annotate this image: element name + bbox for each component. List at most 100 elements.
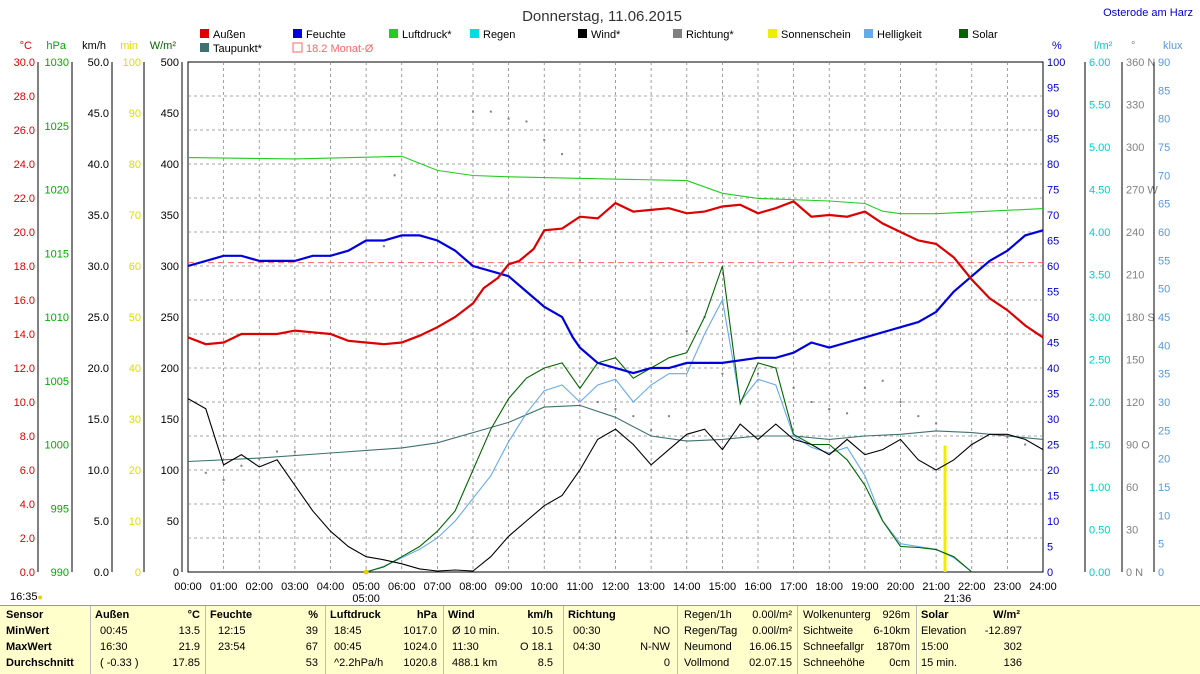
table-divider xyxy=(797,606,798,674)
legend-label: Außen xyxy=(213,29,245,41)
info-value: 0.00l/m² xyxy=(752,625,792,637)
rain-tick-label: 5.00 xyxy=(1089,142,1110,154)
direction-tick-label: 150 xyxy=(1126,355,1144,367)
sun-icon: ● xyxy=(37,592,43,602)
info-value: 6-10km xyxy=(873,625,910,637)
column-unit: °C xyxy=(187,609,200,621)
legend-swatch xyxy=(200,29,209,38)
column-unit: % xyxy=(308,609,318,621)
humidity-tick-label: 80 xyxy=(1047,159,1059,171)
direction-point xyxy=(650,429,653,432)
temp-tick-label: 8.0 xyxy=(20,431,35,443)
humidity-tick-label: 70 xyxy=(1047,210,1059,222)
info-label: Schneefallgr xyxy=(803,641,865,653)
time-tick-label: 14:00 xyxy=(673,581,701,593)
rain-tick-label: 3.00 xyxy=(1089,312,1110,324)
series-line-taupunkt xyxy=(187,404,1044,463)
pressure-tick-label: 1030 xyxy=(45,57,69,69)
temp-tick-label: 20.0 xyxy=(14,227,35,239)
legend-item: Regen xyxy=(470,29,515,41)
rain-tick-label: 1.50 xyxy=(1089,440,1110,452)
sun-tick-label: 100 xyxy=(123,57,141,69)
lux-tick-label: 40 xyxy=(1158,340,1170,352)
sun-tick-label: 10 xyxy=(129,516,141,528)
direction-point xyxy=(614,408,617,411)
solar-tick-label: 100 xyxy=(161,465,179,477)
stat-value: 0 xyxy=(663,657,670,669)
time-tick-label: 20:00 xyxy=(887,581,915,593)
info-value: 16.06.15 xyxy=(749,641,792,653)
stat-value: 1024.0 xyxy=(403,641,437,653)
info-label: Schneehöhe xyxy=(803,657,865,669)
humidity-axis-unit: % xyxy=(1052,40,1062,52)
sun-tick-label: 60 xyxy=(129,261,141,273)
series-line-feuchte xyxy=(187,229,1044,375)
sunrise-marker xyxy=(363,569,369,575)
legend-swatch xyxy=(470,29,479,38)
info-value: 1870m xyxy=(876,641,910,653)
lux-tick-label: 45 xyxy=(1158,312,1170,324)
legend-item: Luftdruck* xyxy=(389,29,452,41)
temp-tick-label: 2.0 xyxy=(20,533,35,545)
direction-tick-label: 180 S xyxy=(1126,312,1155,324)
solar-tick-label: 150 xyxy=(161,414,179,426)
solar-header: Solar xyxy=(921,609,949,621)
left-axes: °C 30.0 28.0 26.0 24.0 22.0 20.0 18.0 16.0 14.0 12… xyxy=(14,40,183,579)
series-line-solar xyxy=(365,265,973,573)
legend-item: Richtung* xyxy=(673,29,734,41)
humidity-tick-label: 15 xyxy=(1047,491,1059,503)
temp-axis-unit: °C xyxy=(20,40,32,52)
direction-point xyxy=(204,471,207,474)
legend-label: Luftdruck* xyxy=(402,29,452,41)
stat-value: 17.85 xyxy=(172,657,200,669)
stat-value: 1017.0 xyxy=(403,625,437,637)
direction-point xyxy=(899,401,902,403)
humidity-tick-label: 65 xyxy=(1047,236,1059,248)
direction-point xyxy=(846,412,849,415)
legend-label: Solar xyxy=(972,29,998,41)
temp-tick-label: 16.0 xyxy=(14,295,35,307)
lux-tick-label: 85 xyxy=(1158,85,1170,97)
temp-tick-label: 12.0 xyxy=(14,363,35,375)
humidity-tick-label: 20 xyxy=(1047,465,1059,477)
lux-tick-label: 30 xyxy=(1158,397,1170,409)
wind-tick-label: 35.0 xyxy=(88,210,109,222)
time-tick-label: 24:00 xyxy=(1029,581,1057,593)
legend-swatch xyxy=(293,29,302,38)
temp-tick-label: 4.0 xyxy=(20,499,35,511)
legend-item: Sonnenschein xyxy=(768,29,851,41)
column-header: Außen xyxy=(95,609,130,621)
lux-tick-label: 90 xyxy=(1158,57,1170,69)
lux-tick-label: 50 xyxy=(1158,284,1170,296)
pressure-tick-label: 1010 xyxy=(45,312,69,324)
legend-item: Helligkeit xyxy=(864,29,922,41)
lux-tick-label: 75 xyxy=(1158,142,1170,154)
rain-tick-label: 2.50 xyxy=(1089,355,1110,367)
humidity-tick-label: 30 xyxy=(1047,414,1059,426)
stat-time: Ø 10 min. xyxy=(452,625,500,637)
humidity-tick-label: 35 xyxy=(1047,389,1059,401)
direction-point xyxy=(293,450,296,453)
time-tick-label: 16:00 xyxy=(744,581,772,593)
direction-point xyxy=(757,372,759,375)
direction-point xyxy=(721,372,724,375)
solar-tick-label: 200 xyxy=(161,363,179,375)
info-label: Neumond xyxy=(684,641,732,653)
time-tick-label: 03:00 xyxy=(281,581,309,593)
humidity-tick-label: 85 xyxy=(1047,134,1059,146)
legend-label: Wind* xyxy=(591,29,621,41)
direction-tick-label: 300 xyxy=(1126,142,1144,154)
legend-label: 18.2 Monat-Ø xyxy=(306,43,374,55)
sun-tick-label: 40 xyxy=(129,363,141,375)
stat-value: 21.9 xyxy=(178,641,200,653)
series-line-wind xyxy=(187,398,1044,572)
pressure-tick-label: 1000 xyxy=(45,440,69,452)
direction-point xyxy=(810,401,813,403)
legend-swatch xyxy=(768,29,777,38)
solar-label: 15:00 xyxy=(921,641,949,653)
humidity-tick-label: 95 xyxy=(1047,83,1059,95)
stat-value: O 18.1 xyxy=(519,641,553,653)
stat-value: N-NW xyxy=(640,641,670,653)
lux-tick-label: 65 xyxy=(1158,199,1170,211)
legend-label: Regen xyxy=(483,29,515,41)
